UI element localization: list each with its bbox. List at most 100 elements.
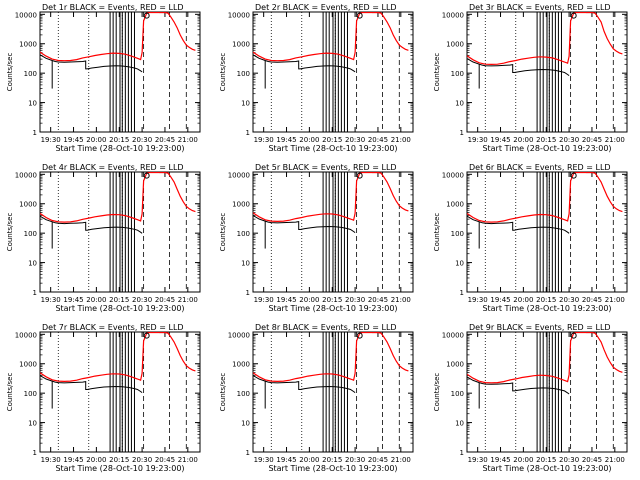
events-series-line: [253, 54, 356, 73]
x-tick-label: 20:15: [322, 296, 342, 304]
x-tick-label: 19:30: [254, 136, 274, 144]
x-tick-label: 19:30: [41, 136, 61, 144]
x-tick-label: 20:15: [536, 296, 556, 304]
y-axis-label: Counts/sec: [433, 213, 441, 252]
lld-series-line: [253, 12, 409, 62]
series-layer: [40, 172, 196, 292]
y-tick-label: 100: [237, 230, 250, 238]
panel-title: Det 5r BLACK = Events, RED = LLD: [255, 163, 397, 172]
y-tick-label: 100: [451, 390, 464, 398]
y-tick-label: 10: [28, 260, 37, 268]
y-tick-label: 10000: [15, 331, 37, 339]
x-tick-label: 20:15: [536, 136, 556, 144]
panel-det-7: Det 7r BLACK = Events, RED = LLD 1 10 100 10…: [6, 323, 201, 473]
events-series-line: [40, 54, 143, 73]
y-tick-label: 10000: [15, 11, 37, 19]
y-tick-label: 1000: [446, 41, 464, 49]
y-tick-label: 10: [28, 420, 37, 428]
x-tick-label: 20:45: [368, 296, 388, 304]
x-tick-label: 19:45: [276, 136, 296, 144]
x-tick-label: 20:30: [345, 136, 365, 144]
y-tick-label: 10000: [442, 11, 464, 19]
y-axis-label: Counts/sec: [219, 213, 227, 252]
x-axis-label: Start Time (28-Oct-10 19:23:00): [482, 144, 611, 153]
y-axis-label: Counts/sec: [6, 53, 14, 92]
series-layer: [467, 12, 623, 132]
x-tick-label: 19:30: [468, 296, 488, 304]
x-tick-label: 20:30: [345, 456, 365, 464]
x-tick-label: 20:00: [299, 456, 319, 464]
y-tick-label: 1000: [232, 361, 250, 369]
x-tick-label: 19:30: [41, 296, 61, 304]
x-tick-label: 19:45: [490, 296, 510, 304]
x-tick-label: 19:45: [63, 456, 83, 464]
y-tick-label: 1: [33, 449, 37, 457]
y-tick-label: 10: [455, 100, 464, 108]
x-tick-label: 19:45: [490, 456, 510, 464]
x-tick-label: 21:00: [391, 296, 411, 304]
x-tick-label: 20:15: [109, 136, 129, 144]
y-tick-label: 1: [460, 449, 464, 457]
y-tick-label: 10: [241, 420, 250, 428]
circle-marker: [356, 332, 363, 339]
x-tick-label: 19:30: [254, 456, 274, 464]
y-tick-label: 1000: [19, 201, 37, 209]
x-tick-label: 20:15: [322, 136, 342, 144]
x-axis-label: Start Time (28-Oct-10 19:23:00): [55, 144, 184, 153]
series-layer: [253, 332, 409, 452]
x-tick-label: 19:45: [490, 136, 510, 144]
y-tick-label: 100: [24, 390, 37, 398]
events-series-line: [467, 215, 570, 234]
panel-det-9: Det 9r BLACK = Events, RED = LLD 1 10 100 10…: [433, 323, 628, 473]
y-tick-label: 1: [33, 129, 37, 137]
panel-title: Det 9r BLACK = Events, RED = LLD: [469, 323, 611, 332]
panel-det-1: Det 1r BLACK = Events, RED = LLD 1 10 100 10…: [6, 3, 201, 153]
y-tick-label: 100: [24, 70, 37, 78]
x-tick-label: 20:00: [513, 296, 533, 304]
y-tick-label: 100: [451, 230, 464, 238]
panel-det-3: Det 3r BLACK = Events, RED = LLD 1 10 100 10…: [433, 3, 628, 153]
lld-series-line: [40, 12, 196, 62]
panel-det-8: Det 8r BLACK = Events, RED = LLD 1 10 100 10…: [219, 323, 414, 473]
circle-marker: [356, 12, 363, 19]
events-series-line: [467, 376, 570, 395]
x-tick-label: 21:00: [605, 456, 625, 464]
x-tick-label: 19:45: [276, 296, 296, 304]
y-tick-label: 10000: [442, 171, 464, 179]
x-axis-label: Start Time (28-Oct-10 19:23:00): [482, 304, 611, 313]
x-tick-label: 20:45: [368, 136, 388, 144]
x-tick-label: 21:00: [391, 456, 411, 464]
circle-marker: [570, 12, 577, 19]
circle-marker: [143, 172, 150, 179]
y-tick-label: 10000: [228, 11, 250, 19]
x-tick-label: 21:00: [605, 296, 625, 304]
circle-marker: [143, 12, 150, 19]
x-tick-label: 20:30: [132, 136, 152, 144]
panel-title: Det 3r BLACK = Events, RED = LLD: [469, 3, 611, 12]
x-tick-label: 20:00: [299, 296, 319, 304]
y-tick-label: 1000: [19, 361, 37, 369]
x-tick-label: 20:15: [322, 456, 342, 464]
y-tick-label: 10: [455, 260, 464, 268]
y-tick-label: 1000: [446, 201, 464, 209]
x-tick-label: 19:30: [254, 296, 274, 304]
y-tick-label: 1000: [446, 361, 464, 369]
x-tick-label: 20:15: [536, 456, 556, 464]
x-tick-label: 20:00: [86, 136, 106, 144]
x-tick-label: 20:00: [86, 296, 106, 304]
x-tick-label: 20:30: [132, 296, 152, 304]
y-tick-label: 1: [33, 289, 37, 297]
series-layer: [40, 332, 196, 452]
lld-series-line: [467, 172, 623, 223]
x-tick-label: 20:45: [155, 136, 175, 144]
series-layer: [467, 332, 623, 452]
x-tick-label: 20:15: [109, 456, 129, 464]
y-tick-label: 10: [241, 100, 250, 108]
lld-series-line: [253, 172, 409, 223]
y-axis-label: Counts/sec: [219, 373, 227, 412]
x-axis-label: Start Time (28-Oct-10 19:23:00): [482, 464, 611, 473]
panel-det-6: Det 6r BLACK = Events, RED = LLD 1 10 100 10…: [433, 163, 628, 313]
panel-det-5: Det 5r BLACK = Events, RED = LLD 1 10 100 10…: [219, 163, 414, 313]
y-axis-label: Counts/sec: [6, 373, 14, 412]
y-tick-label: 10000: [15, 171, 37, 179]
